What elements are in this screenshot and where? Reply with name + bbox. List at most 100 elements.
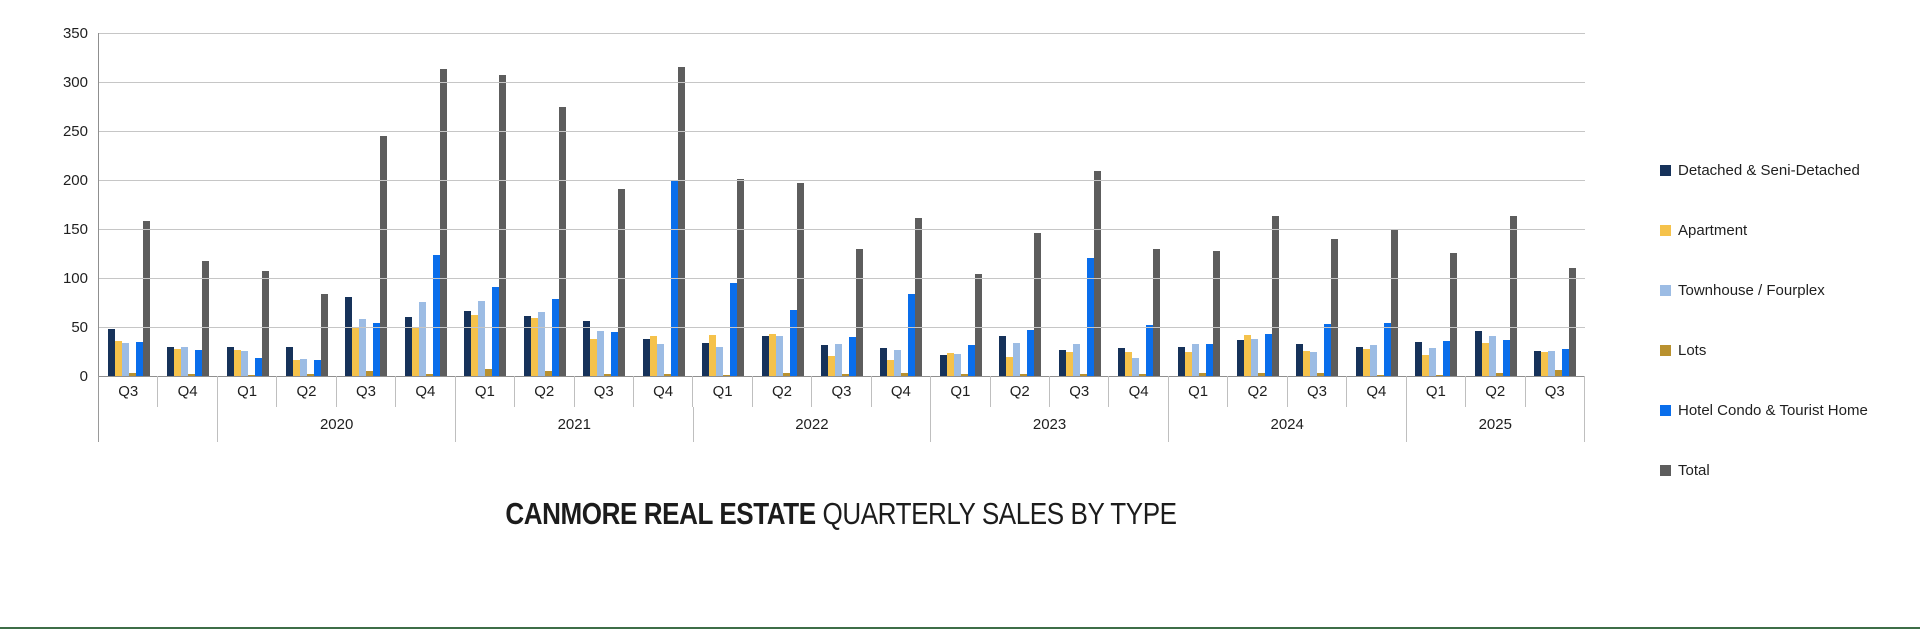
x-tick-label-quarter: Q1	[1169, 376, 1229, 407]
x-tick-label-quarter: Q2	[753, 376, 813, 407]
legend-label: Townhouse / Fourplex	[1678, 282, 1825, 299]
bar-hotel-condo-tourist-home	[314, 360, 322, 376]
chart-title-regular: QUARTERLY SALES BY TYPE	[815, 496, 1177, 531]
bar-lots	[128, 373, 136, 376]
bar-group	[693, 33, 752, 376]
bar-detached-seni-detached	[880, 347, 888, 376]
y-tick-label: 50	[71, 319, 88, 336]
bar-townhouse-fourplex	[418, 301, 426, 376]
bar-townhouse-fourplex	[1132, 358, 1140, 376]
bar-apartment	[1303, 350, 1311, 376]
bar-townhouse-fourplex	[1191, 343, 1199, 376]
bar-total	[1450, 252, 1458, 376]
bar-hotel-condo-tourist-home	[432, 255, 440, 376]
bar-group	[1407, 33, 1466, 376]
bar-group	[1050, 33, 1109, 376]
bar-total	[737, 179, 745, 376]
x-tick-label-quarter: Q2	[991, 376, 1050, 407]
gridline-50	[99, 327, 1585, 328]
bar-hotel-condo-tourist-home	[967, 344, 975, 376]
x-tick-label-quarter: Q2	[1228, 376, 1288, 407]
x-tick-label-quarter: Q4	[396, 376, 456, 407]
bar-detached-seni-detached	[464, 311, 472, 376]
legend-item: Lots	[1660, 342, 1868, 359]
bar-lots	[425, 374, 433, 376]
bar-townhouse-fourplex	[716, 346, 724, 376]
gridline-250	[99, 131, 1585, 132]
bar-detached-seni-detached	[1177, 346, 1185, 376]
bar-lots	[1376, 375, 1384, 376]
bar-group	[1109, 33, 1168, 376]
bar-apartment	[1481, 342, 1489, 376]
bar-hotel-condo-tourist-home	[1027, 329, 1035, 376]
bar-lots	[960, 374, 968, 376]
bar-townhouse-fourplex	[300, 359, 308, 376]
legend-label: Apartment	[1678, 222, 1748, 239]
bar-hotel-condo-tourist-home	[1562, 348, 1570, 376]
bar-detached-seni-detached	[1474, 330, 1482, 376]
bar-group	[1526, 33, 1585, 376]
bar-total	[1272, 216, 1280, 376]
bar-lots	[485, 369, 493, 376]
x-tick-label-quarter: Q4	[872, 376, 932, 407]
bar-group	[99, 33, 158, 376]
bar-apartment	[411, 327, 419, 376]
bar-hotel-condo-tourist-home	[135, 341, 143, 376]
bar-total	[499, 75, 507, 376]
bar-hotel-condo-tourist-home	[611, 331, 619, 376]
bar-townhouse-fourplex	[1548, 350, 1556, 376]
legend-swatch-icon	[1660, 465, 1671, 476]
gridline-150	[99, 229, 1585, 230]
bar-total	[202, 261, 210, 376]
bar-detached-seni-detached	[523, 316, 531, 376]
bar-total	[974, 274, 982, 376]
bar-townhouse-fourplex	[1072, 343, 1080, 376]
bar-total	[1390, 229, 1398, 376]
bar-group	[1288, 33, 1347, 376]
bar-group	[634, 33, 693, 376]
bar-townhouse-fourplex	[1369, 344, 1377, 376]
bar-hotel-condo-tourist-home	[848, 336, 856, 376]
bar-townhouse-fourplex	[121, 342, 129, 376]
bar-group	[991, 33, 1050, 376]
y-tick-label: 0	[79, 368, 88, 385]
x-tick-label-year-2025: 2025	[1407, 407, 1585, 442]
bar-apartment	[114, 340, 122, 376]
bar-hotel-condo-tourist-home	[1086, 258, 1094, 376]
bar-hotel-condo-tourist-home	[1502, 339, 1510, 376]
legend-label: Hotel Condo & Tourist Home	[1678, 402, 1868, 419]
legend-item: Detached & Seni-Detached	[1660, 162, 1868, 179]
year-axis-row: 2020 2021 2022 2023 2024 2025	[98, 407, 1585, 442]
bar-townhouse-fourplex	[834, 343, 842, 376]
bar-detached-seni-detached	[345, 296, 353, 376]
bar-hotel-condo-tourist-home	[551, 298, 559, 376]
bar-apartment	[1244, 334, 1252, 376]
legend-item: Townhouse / Fourplex	[1660, 282, 1868, 299]
bar-apartment	[709, 334, 717, 376]
bar-total	[1569, 268, 1577, 376]
bar-total	[796, 182, 804, 376]
x-tick-label-quarter: Q1	[456, 376, 516, 407]
bar-group	[337, 33, 396, 376]
bar-total	[380, 135, 388, 376]
bar-group	[1466, 33, 1525, 376]
bar-detached-seni-detached	[939, 355, 947, 376]
x-tick-label-quarter: Q3	[575, 376, 634, 407]
bar-townhouse-fourplex	[240, 350, 248, 376]
x-tick-label-quarter: Q2	[277, 376, 337, 407]
bar-apartment	[1422, 355, 1430, 376]
bar-group	[1169, 33, 1228, 376]
bar-apartment	[590, 338, 598, 376]
gridline-350	[99, 33, 1585, 34]
legend-swatch-icon	[1660, 345, 1671, 356]
bar-lots	[663, 374, 671, 376]
x-tick-label-quarter: Q4	[1109, 376, 1169, 407]
bar-total	[1034, 232, 1042, 376]
bar-group	[277, 33, 336, 376]
x-tick-label-year-2024: 2024	[1169, 407, 1407, 442]
bar-hotel-condo-tourist-home	[195, 349, 203, 376]
y-tick-label: 100	[62, 270, 88, 287]
bar-townhouse-fourplex	[656, 343, 664, 376]
bar-townhouse-fourplex	[1310, 352, 1318, 376]
bar-total	[915, 218, 923, 376]
